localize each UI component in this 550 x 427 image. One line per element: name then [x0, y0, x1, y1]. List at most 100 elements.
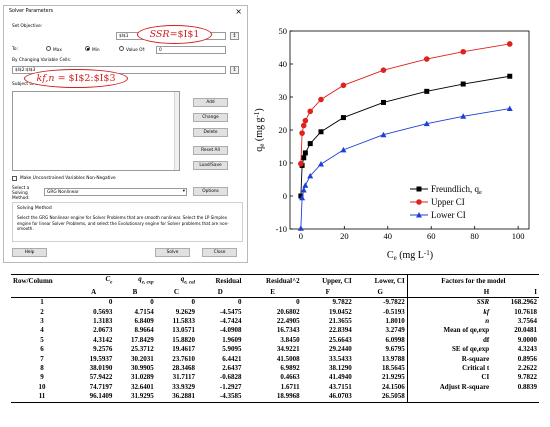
- table-cell: 22.4905: [276, 317, 300, 326]
- y-tick-label: 50: [279, 26, 288, 36]
- table-cell: 31.9295: [130, 392, 154, 401]
- legend-lower-label: Lower CI: [431, 210, 466, 220]
- reset-all-button[interactable]: Reset All: [193, 146, 228, 155]
- x-axis-label-close: ): [430, 250, 433, 261]
- table-cell: 11.5833: [172, 317, 196, 326]
- ssr-annotation-lhs: SSR: [149, 29, 170, 40]
- table-cell: -4.0908: [219, 326, 242, 335]
- table-row: 7 19.5937 30.2031 23.7610 6.4421 41.5008 33.54…: [11, 354, 539, 365]
- legend-upper-label: Upper CI: [431, 197, 465, 207]
- column-letter: H: [406, 287, 493, 298]
- add-button[interactable]: Add: [193, 98, 228, 107]
- header-qe-exp: qe, exp: [138, 275, 154, 286]
- load-save-button[interactable]: Load/Save: [193, 161, 228, 170]
- row-index: 9: [40, 373, 44, 382]
- table-row: 4 2.0673 8.9664 13.0571 -4.0908 16.7343 22.839…: [11, 326, 539, 336]
- table-cell: 15.8820: [172, 335, 196, 344]
- header-qe-exp-sub: e, exp: [141, 280, 154, 286]
- row-index: 1: [40, 298, 44, 307]
- factor-value: 0.8956: [517, 354, 537, 363]
- changing-cells-ref-button[interactable]: ↥: [230, 66, 239, 74]
- max-label: Max: [53, 48, 62, 53]
- solving-method-select[interactable]: GRG Nonlinear ▾: [44, 188, 187, 196]
- legend-freundlich-text: Freundlich, q: [431, 184, 479, 194]
- min-radio[interactable]: Min: [85, 46, 100, 53]
- factor-value: 4.3243: [517, 345, 537, 354]
- table-row: 2 0.5693 4.7154 9.2629 -4.5475 20.6802 19.0452…: [11, 307, 539, 318]
- table-cell: 0: [150, 298, 154, 307]
- table-cell: 8.9664: [134, 326, 154, 335]
- table-cell: 38.0190: [89, 364, 113, 373]
- options-button[interactable]: Options: [193, 187, 228, 196]
- factor-label: Adjust R-square: [406, 382, 493, 393]
- table-cell: 13.0571: [172, 326, 196, 335]
- value-of-input[interactable]: 0: [156, 46, 226, 54]
- data-point: [299, 130, 305, 136]
- table-cell: 6.0998: [385, 335, 405, 344]
- max-radio[interactable]: Max: [46, 46, 62, 53]
- options-label: Options: [202, 189, 219, 194]
- series-layer: [297, 41, 513, 231]
- data-point: [299, 194, 306, 201]
- data-point: [460, 113, 467, 119]
- data-point: [380, 99, 386, 105]
- change-button[interactable]: Change: [193, 113, 228, 122]
- table-cell: 1.8010: [385, 317, 405, 326]
- table-row: 6 9.2576 25.3712 19.4617 5.9095 34.9221 29.244…: [11, 345, 539, 355]
- solve-button[interactable]: Solve: [155, 248, 190, 257]
- x-tick-label: 0: [299, 231, 303, 241]
- factor-value: 9.7822: [517, 373, 537, 382]
- close-icon[interactable]: ×: [235, 7, 242, 16]
- axis-ticks: 0 20 40 60 80 100 -10 0 10 20 30 40 50: [276, 26, 525, 241]
- row-index: 10: [38, 382, 46, 391]
- table-cell: 41.5008: [276, 354, 300, 363]
- x-tick-label: 40: [384, 231, 393, 241]
- table-cell: 74.7197: [89, 382, 113, 391]
- table-cell: 13.9788: [381, 354, 405, 363]
- table-cell: -9.7822: [383, 298, 405, 307]
- constraints-list[interactable]: [12, 91, 180, 171]
- table-cell: 30.2031: [130, 354, 154, 363]
- constraints-scrollbar[interactable]: [174, 92, 179, 170]
- table-cell: 22.8394: [329, 326, 352, 335]
- load-save-label: Load/Save: [199, 163, 222, 168]
- table-cell: 57.9422: [89, 373, 113, 382]
- factor-label: R-square: [406, 354, 493, 365]
- table-cell: -4.3585: [219, 392, 242, 401]
- value-of-radio[interactable]: Value Of:: [119, 46, 145, 53]
- change-label: Change: [202, 115, 219, 120]
- table-cell: 0.4663: [280, 373, 300, 382]
- data-point: [302, 182, 309, 188]
- data-point: [302, 150, 308, 156]
- max-radio-icon: [46, 46, 51, 51]
- table-cell: 21.3655: [329, 317, 352, 326]
- table-row: 3 1.3183 6.8409 11.5833 -4.7424 22.4905 21.365…: [11, 317, 539, 327]
- table-cell: 0.5693: [93, 307, 113, 316]
- legend-freundlich-label: Freundlich, qe: [431, 184, 482, 196]
- table-row: 1 0 0 0 0 0 9.7822 -9.7822 SSR 168.2962: [11, 297, 539, 308]
- help-button[interactable]: Help: [12, 248, 47, 257]
- table-cell: 9.2629: [175, 307, 196, 316]
- value-of-radio-icon: [119, 46, 124, 51]
- table-cell: 6.8409: [134, 317, 154, 326]
- table-cell: 1.9609: [222, 335, 242, 344]
- table-cell: 3.2749: [385, 326, 405, 335]
- header-residual-sq: Residual^2: [266, 276, 300, 285]
- objective-ref-button[interactable]: ↥: [230, 32, 239, 40]
- factor-label: Mean of qe,exp: [406, 326, 493, 336]
- table-cell: 21.9295: [381, 373, 405, 382]
- y-axis-label: qe (mg g-1): [253, 108, 266, 151]
- y-tick-label: 0: [283, 191, 287, 201]
- unconstrained-checkbox[interactable]: [12, 176, 17, 181]
- factor-label: n: [406, 317, 493, 327]
- table-cell: -0.6828: [219, 373, 242, 382]
- close-button[interactable]: Close: [202, 248, 237, 257]
- kf-annotation-rhs: = $I$2:$I$3: [54, 73, 116, 84]
- header-qe-cal-sub: e, cal: [184, 280, 196, 286]
- data-point: [300, 122, 307, 129]
- x-axis-label-sup: -1: [424, 249, 430, 257]
- x-axis-label-unit: (mg L: [397, 250, 424, 261]
- delete-button[interactable]: Delete: [193, 128, 228, 137]
- table-cell: 29.2440: [329, 345, 352, 354]
